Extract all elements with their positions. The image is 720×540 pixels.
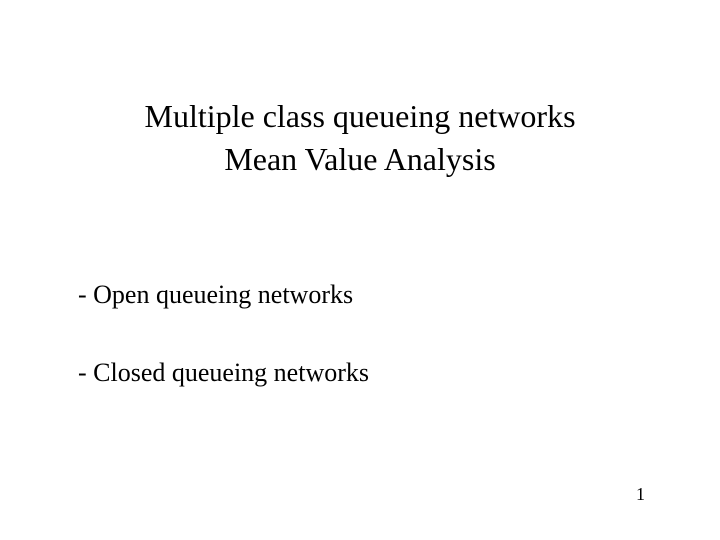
slide-title: Multiple class queueing networks Mean Va…: [0, 95, 720, 181]
slide-container: Multiple class queueing networks Mean Va…: [0, 0, 720, 540]
title-line-1: Multiple class queueing networks: [0, 95, 720, 138]
title-line-2: Mean Value Analysis: [0, 138, 720, 181]
bullet-item: - Open queueing networks: [78, 280, 353, 310]
bullet-item: - Closed queueing networks: [78, 358, 369, 388]
page-number: 1: [636, 484, 645, 505]
